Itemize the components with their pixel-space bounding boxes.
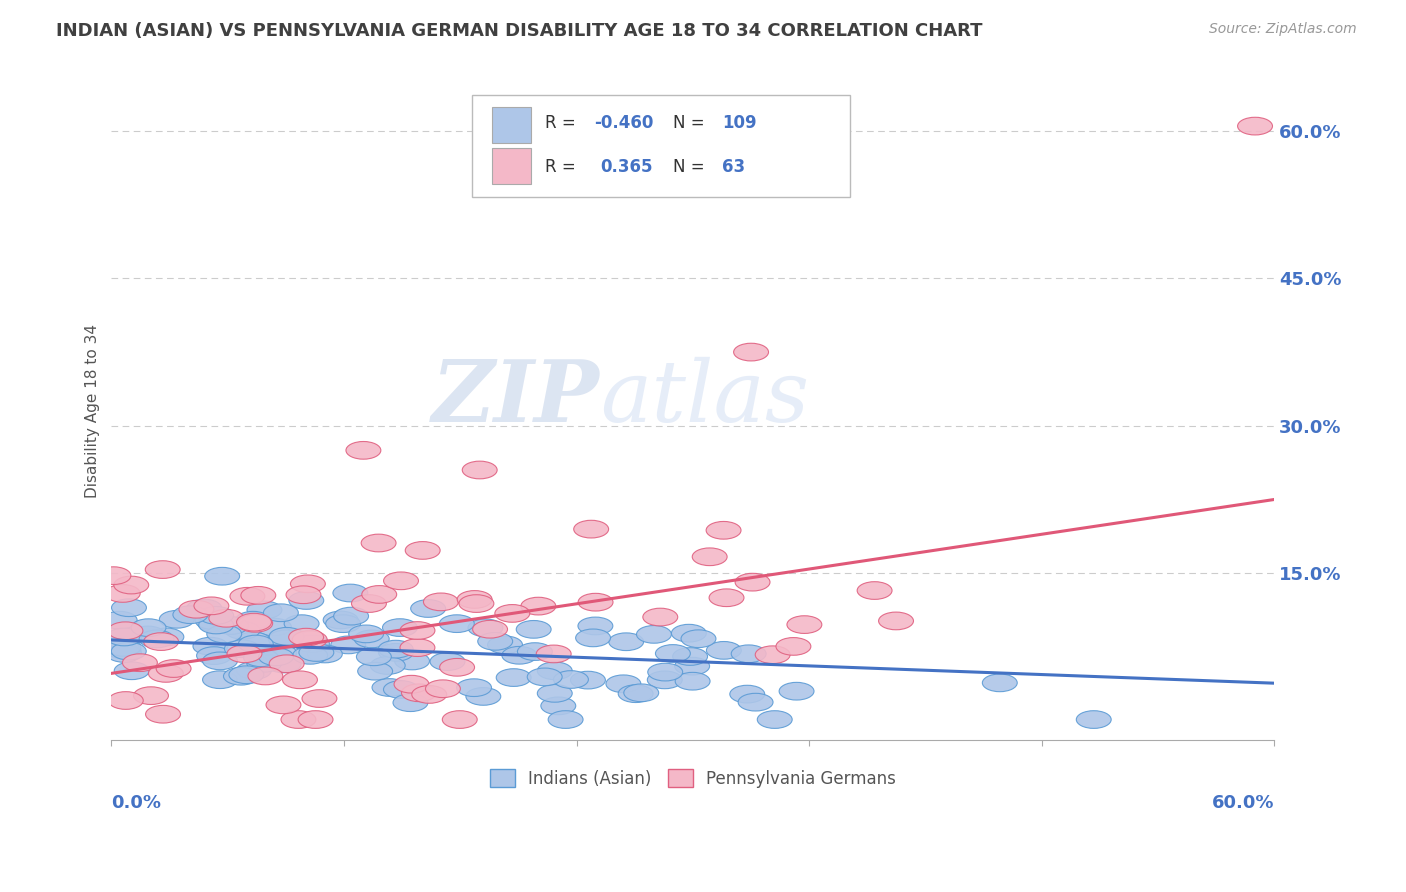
Text: ZIP: ZIP bbox=[432, 356, 600, 440]
Text: R =: R = bbox=[546, 114, 581, 132]
Text: R =: R = bbox=[546, 159, 581, 177]
Text: 63: 63 bbox=[723, 159, 745, 177]
FancyBboxPatch shape bbox=[492, 148, 531, 184]
Legend: Indians (Asian), Pennsylvania Germans: Indians (Asian), Pennsylvania Germans bbox=[484, 763, 903, 795]
Y-axis label: Disability Age 18 to 34: Disability Age 18 to 34 bbox=[86, 324, 100, 498]
Text: -0.460: -0.460 bbox=[595, 114, 654, 132]
FancyBboxPatch shape bbox=[492, 107, 531, 143]
FancyBboxPatch shape bbox=[472, 95, 851, 197]
Text: N =: N = bbox=[673, 114, 710, 132]
Text: 0.365: 0.365 bbox=[600, 159, 652, 177]
Text: 109: 109 bbox=[723, 114, 756, 132]
Text: atlas: atlas bbox=[600, 357, 808, 439]
Text: 60.0%: 60.0% bbox=[1212, 794, 1274, 813]
Text: INDIAN (ASIAN) VS PENNSYLVANIA GERMAN DISABILITY AGE 18 TO 34 CORRELATION CHART: INDIAN (ASIAN) VS PENNSYLVANIA GERMAN DI… bbox=[56, 22, 983, 40]
Text: N =: N = bbox=[673, 159, 710, 177]
Text: Source: ZipAtlas.com: Source: ZipAtlas.com bbox=[1209, 22, 1357, 37]
Text: 0.0%: 0.0% bbox=[111, 794, 162, 813]
